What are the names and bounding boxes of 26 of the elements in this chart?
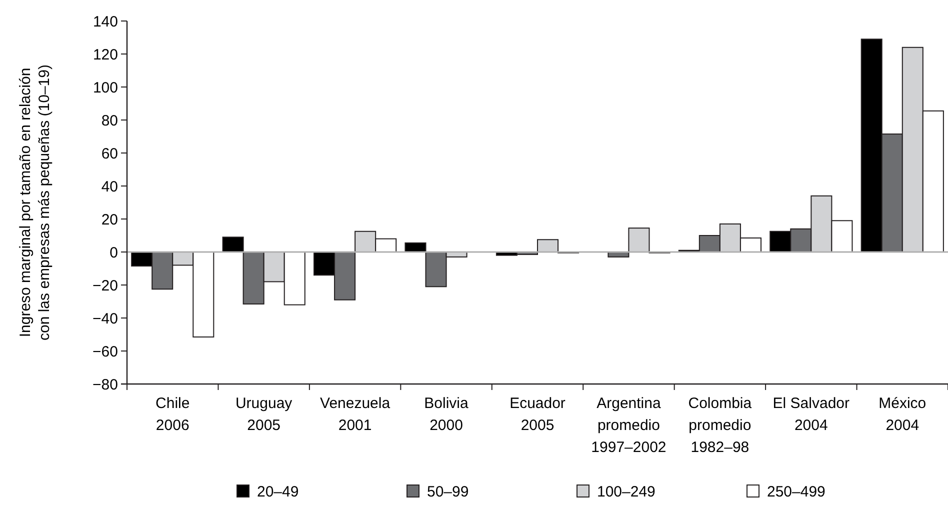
y-tick-label: 20 xyxy=(101,211,118,228)
x-tick-label: Venezuela 2001 xyxy=(320,395,391,434)
x-tick-label: Uruguay 2005 xyxy=(235,395,293,434)
x-tick-label: Argentina promedio 1997–2002 xyxy=(591,395,666,456)
y-tick-label: 80 xyxy=(101,112,118,130)
x-tick-label: México 2004 xyxy=(878,395,926,434)
x-tick-label: Ecuador 2005 xyxy=(510,395,566,434)
legend-label: 50–99 xyxy=(427,483,469,500)
y-tick-label: 140 xyxy=(92,13,118,30)
y-tick-label: 120 xyxy=(92,46,118,64)
x-tick-label: El Salvador 2004 xyxy=(772,395,850,434)
y-tick-label: 0 xyxy=(110,244,118,262)
y-tick-label: 40 xyxy=(101,178,118,196)
y-tick-label: −80 xyxy=(92,376,118,394)
y-tick-label: −60 xyxy=(92,343,118,360)
legend-label: 100–249 xyxy=(597,483,656,500)
legend-label: 250–499 xyxy=(767,483,826,500)
legend-label: 20–49 xyxy=(257,483,299,500)
y-tick-label: 100 xyxy=(92,79,118,96)
x-tick-label: Bolivia 2000 xyxy=(424,395,470,434)
x-tick-label: Colombia promedio 1982–98 xyxy=(688,395,752,456)
y-tick-label: 60 xyxy=(101,145,118,162)
y-axis-title: Ingreso marginal por tamaño en relación con las empresas más pequeñas (10–19) xyxy=(17,64,53,340)
x-tick-label: Chile 2006 xyxy=(156,395,190,434)
y-tick-label: −40 xyxy=(92,310,118,328)
y-tick-label: −20 xyxy=(92,277,118,294)
